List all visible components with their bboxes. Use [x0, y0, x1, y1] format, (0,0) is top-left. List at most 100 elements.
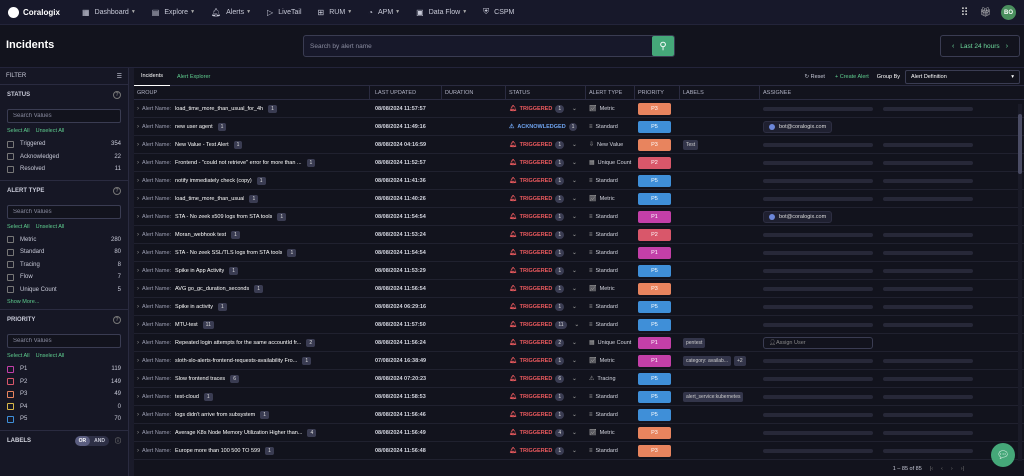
label-badge[interactable]: category: availab... — [683, 355, 731, 366]
help-icon[interactable]: ? — [113, 91, 121, 99]
chevron-right-icon[interactable]: › — [137, 429, 139, 436]
filter-option-p5[interactable]: P5 70 — [7, 413, 121, 426]
table-row[interactable]: › Alert Name: Spike in App Activity 1 08/08/… — [134, 262, 1024, 280]
chevron-right-icon[interactable]: › — [137, 411, 139, 418]
assignee-pill[interactable]: bot@coralogix.com — [763, 120, 833, 133]
time-range-picker[interactable]: ‹ Last 24 hours › — [940, 35, 1020, 57]
collapse-filter-icon[interactable]: ☰ — [116, 73, 122, 80]
filter-option-flow[interactable]: Flow 7 — [7, 271, 121, 284]
chevron-down-icon[interactable]: ⌄ — [572, 303, 577, 310]
checkbox[interactable] — [7, 165, 14, 173]
alert-name[interactable]: Spike in activity — [175, 303, 213, 310]
col-alert-type[interactable]: ALERT TYPE — [586, 85, 635, 100]
label-badge[interactable]: alert_service:kubernetes — [683, 391, 744, 402]
checkbox[interactable] — [7, 390, 14, 398]
nav-rum[interactable]: ⊞ RUM ▼ — [318, 8, 353, 17]
col-assignee[interactable]: ASSIGNEE — [763, 89, 792, 96]
alert-name[interactable]: Europe more than 100 500 TO 599 — [175, 447, 261, 454]
alert-name[interactable]: test-cloud — [175, 393, 199, 400]
table-row[interactable]: › Alert Name: STA - No zeek SSL/TLS logs f… — [134, 244, 1024, 262]
alert-name[interactable]: New Value - Test Alert — [175, 141, 229, 148]
assignee-placeholder[interactable] — [763, 430, 873, 435]
chevron-down-icon[interactable]: ⌄ — [572, 159, 577, 166]
tab-incidents[interactable]: Incidents — [134, 68, 171, 86]
user-avatar[interactable]: BO — [1001, 5, 1016, 20]
alert-name[interactable]: Repeated login attempts for the same acc… — [175, 339, 302, 346]
col-group[interactable]: GROUP — [134, 85, 370, 100]
alert-name[interactable]: Average K8s Node Memory Utilization High… — [175, 429, 303, 436]
table-row[interactable]: › Alert Name: STA - No zeek x509 logs from… — [134, 208, 1024, 226]
nav-dashboard[interactable]: ▦ Dashboard ▼ — [82, 8, 136, 17]
chevron-right-icon[interactable]: › — [137, 177, 139, 184]
filter-option-triggered[interactable]: Triggered 354 — [7, 138, 121, 151]
assignee-placeholder[interactable] — [763, 196, 873, 201]
checkbox[interactable] — [7, 153, 14, 161]
alert-name[interactable]: Spike in App Activity — [175, 267, 225, 274]
search-input[interactable] — [304, 36, 652, 56]
assignee-placeholder[interactable] — [763, 394, 873, 399]
nav-explore[interactable]: ▤ Explore ▼ — [152, 8, 195, 17]
nav-livetail[interactable]: ▷ LiveTail — [267, 8, 302, 17]
col-status[interactable]: STATUS — [506, 85, 586, 100]
chevron-down-icon[interactable]: ⌄ — [572, 429, 577, 436]
nav-data-flow[interactable]: ▣ Data Flow ▼ — [416, 8, 467, 17]
assignee-placeholder[interactable] — [763, 106, 873, 111]
assignee-placeholder[interactable] — [763, 448, 873, 453]
checkbox[interactable] — [7, 286, 14, 294]
chevron-right-icon[interactable]: › — [137, 357, 139, 364]
filter-option-p1[interactable]: P1 119 — [7, 363, 121, 376]
chevron-right-icon[interactable]: › — [137, 105, 139, 112]
chevron-right-icon[interactable]: › — [137, 123, 139, 130]
col-labels[interactable]: LABELS — [680, 85, 760, 100]
assignee-placeholder[interactable] — [763, 376, 873, 381]
table-row[interactable]: › Alert Name: Repeated login attempts for … — [134, 334, 1024, 352]
alert-name[interactable]: STA - No zeek SSL/TLS logs from STA tool… — [175, 249, 283, 256]
filter-search-input[interactable] — [7, 109, 121, 123]
help-icon[interactable]: ? — [113, 186, 121, 195]
chat-support-button[interactable]: 💬︎ — [991, 443, 1015, 467]
gift-icon[interactable]: 🎁︎ — [979, 7, 991, 17]
assignee-placeholder[interactable] — [763, 160, 873, 165]
select-all-link[interactable]: Select All — [7, 223, 30, 230]
filter-option-p4[interactable]: P4 0 — [7, 401, 121, 414]
reset-button[interactable]: ↻ Reset — [804, 74, 825, 80]
brand-logo[interactable]: Coralogix — [8, 6, 72, 18]
unselect-all-link[interactable]: Unselect All — [35, 353, 65, 359]
filter-option-resolved[interactable]: Resolved 11 — [7, 163, 121, 176]
chevron-down-icon[interactable]: ⌄ — [572, 249, 577, 256]
select-all-link[interactable]: Select All — [7, 353, 30, 359]
alert-name[interactable]: notify immediately check (copy) — [175, 177, 252, 184]
table-row[interactable]: › Alert Name: AVG go_gc_duration_seconds 1 0… — [134, 280, 1024, 298]
or-and-toggle[interactable]: OR AND — [74, 435, 109, 446]
col-duration[interactable]: DURATION — [442, 85, 506, 100]
table-row[interactable]: › Alert Name: Moran_webhook test 1 08/08/202… — [134, 226, 1024, 244]
nav-apm[interactable]: ◔ APM ▼ — [368, 8, 400, 17]
table-row[interactable]: › Alert Name: MTU-test 11 08/08/2024 11:57:5… — [134, 316, 1024, 334]
chevron-right-icon[interactable]: › — [137, 393, 139, 400]
unselect-all-link[interactable]: Unselect All — [35, 128, 65, 134]
table-row[interactable]: › Alert Name: load_time_more_than_usual 1 08… — [134, 190, 1024, 208]
alert-name[interactable]: load_time_more_than_usual_for_4h — [175, 105, 264, 112]
filter-search-input[interactable] — [7, 334, 121, 348]
chevron-down-icon[interactable]: ⌄ — [572, 141, 577, 148]
chevron-down-icon[interactable]: ⌄ — [572, 105, 577, 112]
alert-name[interactable]: Slow frontend traces — [175, 375, 226, 382]
first-page-icon[interactable]: |‹ — [929, 465, 934, 472]
table-row[interactable]: › Alert Name: notify immediately check (co… — [134, 172, 1024, 190]
assignee-placeholder[interactable] — [763, 142, 873, 147]
alert-name[interactable]: MTU-test — [175, 321, 198, 328]
tab-alert-explorer[interactable]: Alert Explorer — [177, 73, 211, 80]
assignee-placeholder[interactable] — [763, 304, 873, 309]
apps-grid-icon[interactable]: ⠿ — [960, 7, 969, 19]
checkbox[interactable] — [7, 273, 14, 281]
assignee-placeholder[interactable] — [763, 232, 873, 237]
chevron-right-icon[interactable]: › — [137, 339, 139, 346]
checkbox[interactable] — [7, 378, 14, 386]
last-page-icon[interactable]: ›| — [960, 465, 964, 472]
chevron-down-icon[interactable]: ⌄ — [572, 375, 577, 382]
assign-user-button[interactable]: 👤︎ Assign User — [763, 336, 873, 349]
chevron-down-icon[interactable]: ⌄ — [572, 231, 577, 238]
checkbox[interactable] — [7, 415, 14, 423]
table-row[interactable]: › Alert Name: test-cloud 1 08/08/2024 11:58:… — [134, 388, 1024, 406]
chevron-down-icon[interactable]: ⌄ — [572, 195, 577, 202]
